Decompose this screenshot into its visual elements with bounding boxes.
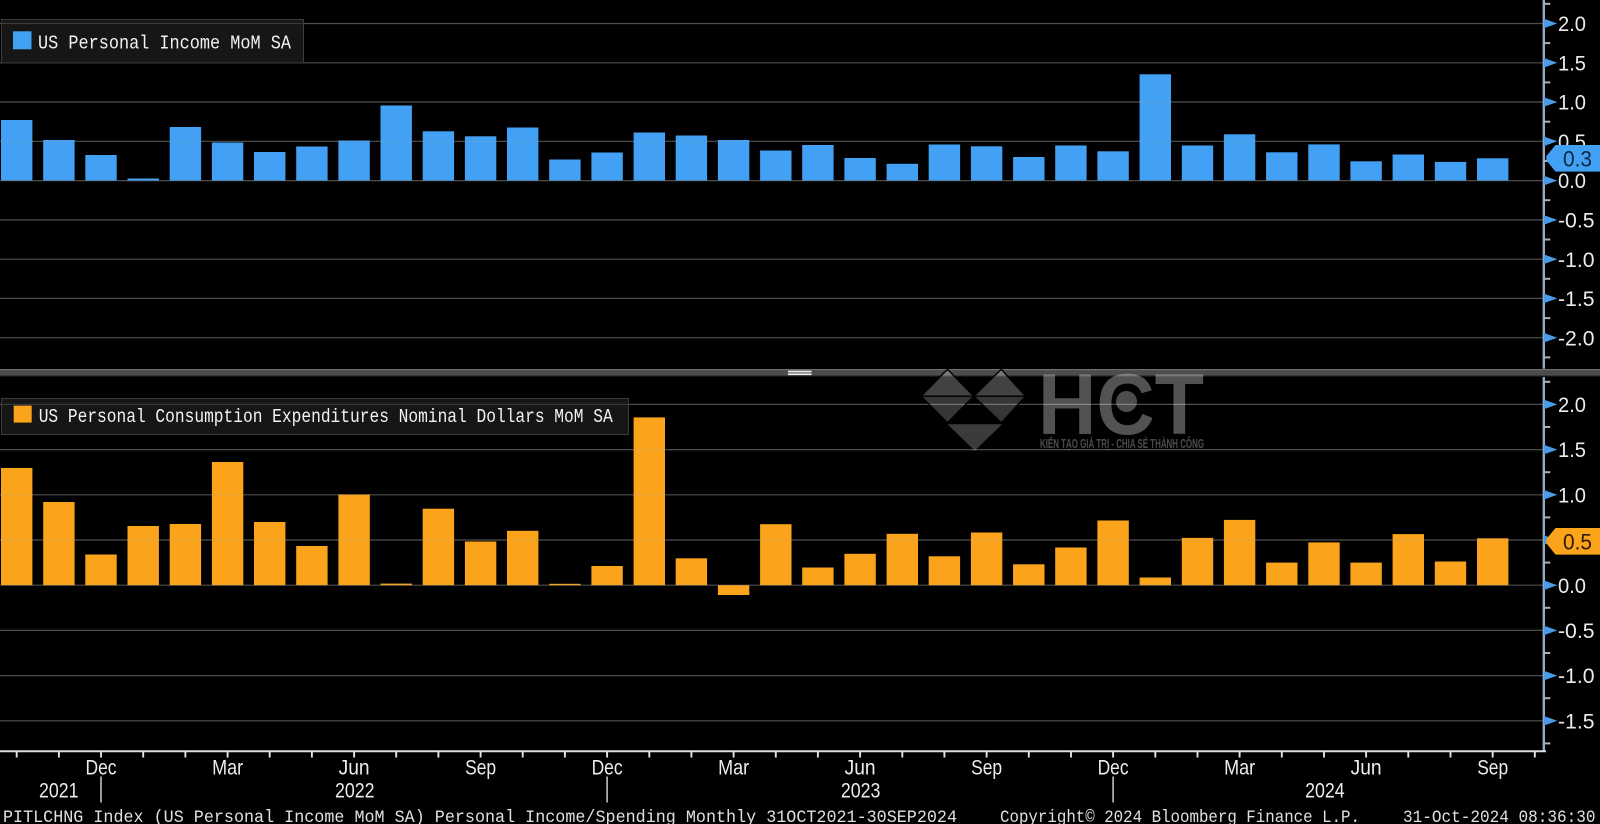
svg-text:1.5: 1.5	[1558, 51, 1586, 75]
svg-text:2023: 2023	[841, 780, 881, 803]
svg-text:0.5: 0.5	[1563, 529, 1592, 554]
svg-text:Sep: Sep	[465, 757, 496, 780]
svg-text:1.5: 1.5	[1558, 438, 1586, 462]
svg-text:31-Oct-2024 08:36:30: 31-Oct-2024 08:36:30	[1403, 808, 1596, 824]
svg-text:0.3: 0.3	[1563, 146, 1592, 171]
svg-text:-0.5: -0.5	[1558, 209, 1595, 233]
svg-text:0.0: 0.0	[1558, 574, 1586, 598]
svg-text:Mar: Mar	[718, 757, 749, 780]
svg-text:1.0: 1.0	[1558, 91, 1586, 115]
svg-text:Jun: Jun	[1351, 757, 1382, 780]
svg-text:Jun: Jun	[339, 757, 370, 780]
svg-text:Mar: Mar	[212, 757, 243, 780]
svg-text:-1.0: -1.0	[1558, 248, 1595, 272]
svg-text:-0.5: -0.5	[1558, 619, 1595, 643]
svg-text:Dec: Dec	[592, 757, 623, 780]
svg-text:US Personal Income MoM SA: US Personal Income MoM SA	[38, 33, 291, 55]
svg-text:0.0: 0.0	[1558, 169, 1586, 193]
svg-text:-1.0: -1.0	[1558, 664, 1595, 688]
svg-text:Mar: Mar	[1224, 757, 1255, 780]
svg-text:KIẾN TẠO GIÁ TRỊ - CHIA SẺ THÀ: KIẾN TẠO GIÁ TRỊ - CHIA SẺ THÀNH CÔNG	[1040, 436, 1204, 451]
svg-text:2022: 2022	[335, 780, 375, 803]
svg-text:Dec: Dec	[1098, 757, 1129, 780]
svg-text:Jun: Jun	[845, 757, 876, 780]
svg-text:2.0: 2.0	[1558, 12, 1586, 36]
svg-text:Copyright© 2024 Bloomberg Fina: Copyright© 2024 Bloomberg Finance L.P.	[1000, 808, 1360, 824]
svg-text:Sep: Sep	[971, 757, 1002, 780]
svg-text:HCT: HCT	[1038, 357, 1204, 453]
svg-text:-1.5: -1.5	[1558, 709, 1595, 733]
svg-text:US Personal Consumption Expend: US Personal Consumption Expenditures Nom…	[39, 406, 613, 428]
svg-text:PITLCHNG Index (US Personal In: PITLCHNG Index (US Personal Income MoM S…	[3, 808, 957, 824]
svg-text:2.0: 2.0	[1558, 393, 1586, 417]
svg-text:-1.5: -1.5	[1558, 287, 1595, 311]
svg-text:1.0: 1.0	[1558, 483, 1586, 507]
svg-text:Dec: Dec	[86, 757, 117, 780]
svg-text:2021: 2021	[39, 780, 79, 803]
svg-text:Sep: Sep	[1477, 757, 1508, 780]
svg-text:2024: 2024	[1305, 780, 1345, 803]
svg-text:-2.0: -2.0	[1558, 326, 1595, 350]
